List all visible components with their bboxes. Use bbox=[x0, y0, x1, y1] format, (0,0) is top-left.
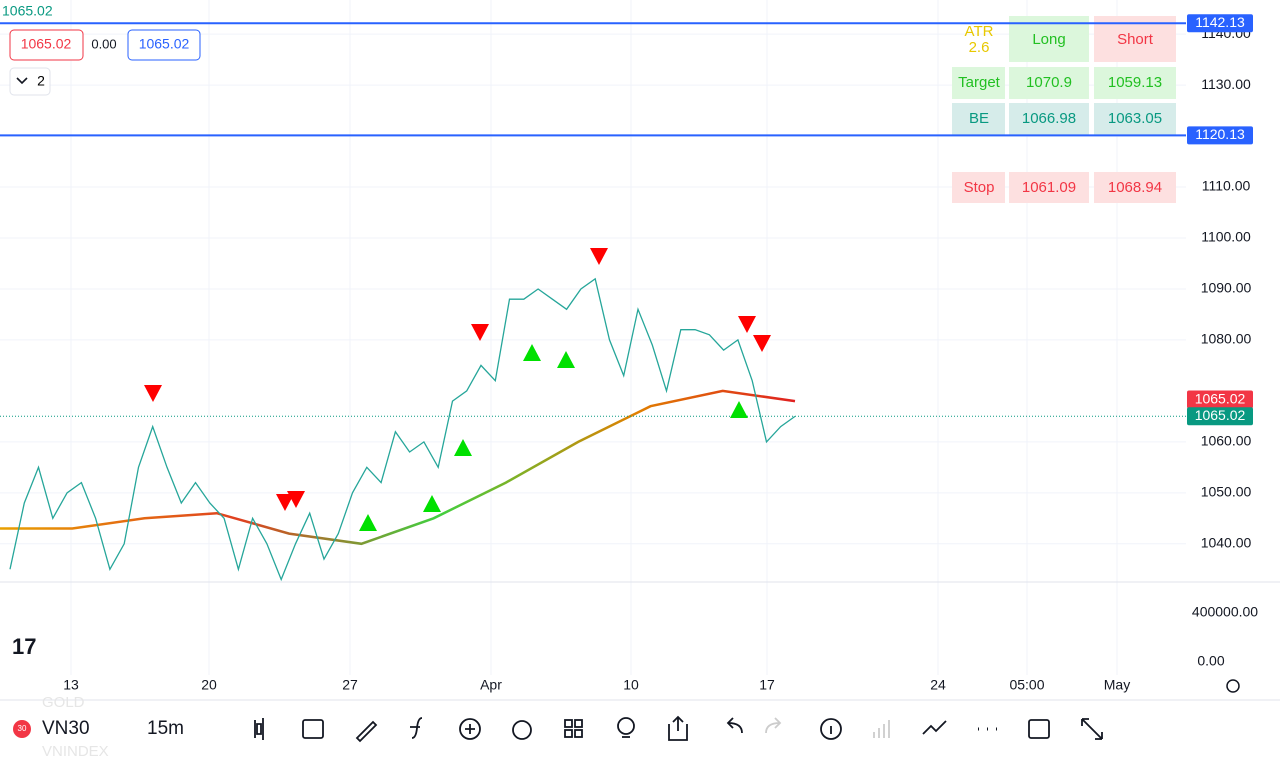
table-cell: 1063.05 bbox=[1108, 110, 1162, 127]
moving-average bbox=[0, 389, 796, 546]
x-tick-label: May bbox=[1104, 677, 1130, 693]
table-cell: 1070.9 bbox=[1026, 74, 1072, 91]
layers-toggle[interactable] bbox=[9, 67, 51, 96]
tv-logo: 17 bbox=[12, 634, 36, 659]
y-tick-label: 1050.00 bbox=[1201, 484, 1252, 500]
table-cell: 1068.94 bbox=[1108, 179, 1162, 196]
y-tick-label: 1130.00 bbox=[1201, 76, 1251, 92]
ghost-symbol: GOLD bbox=[42, 694, 85, 711]
x-tick-label: 05:00 bbox=[1009, 677, 1044, 693]
table-cell: 1061.09 bbox=[1022, 179, 1076, 196]
y-tick-label: 1040.00 bbox=[1201, 534, 1252, 550]
chevron bbox=[16, 77, 28, 85]
ask-box[interactable] bbox=[127, 29, 201, 61]
volume-tick: 0.00 bbox=[1197, 653, 1224, 669]
badge-text: 30 bbox=[18, 724, 27, 733]
volume-tick: 400000.00 bbox=[1192, 604, 1258, 620]
current-price-tag bbox=[1187, 407, 1253, 426]
x-tick-label: 20 bbox=[201, 677, 217, 693]
short: Short bbox=[1117, 31, 1154, 48]
ma-price-label: 1065.02 bbox=[1195, 390, 1246, 406]
table-cell: 1059.13 bbox=[1108, 74, 1162, 91]
atr-label: ATR bbox=[965, 23, 994, 40]
settings-icon[interactable] bbox=[1226, 679, 1240, 693]
toolbar-icons[interactable] bbox=[254, 715, 1103, 743]
interval[interactable]: 15m bbox=[147, 718, 184, 739]
level-label: 1142.13 bbox=[1195, 14, 1245, 30]
x-tick-label: 27 bbox=[342, 677, 358, 693]
signals bbox=[144, 248, 771, 531]
x-tick-label: 17 bbox=[759, 677, 775, 693]
symbol[interactable]: VN30 bbox=[42, 718, 90, 739]
info-table: ATR 2.6 Long Short Target 1070.9 1059.13 BE… bbox=[952, 16, 1176, 203]
badge bbox=[13, 720, 31, 738]
bid-box[interactable] bbox=[9, 29, 84, 61]
spread: 0.00 bbox=[91, 36, 116, 51]
y-tick-label: 1100.00 bbox=[1201, 229, 1251, 245]
last-price: 1065.02 bbox=[2, 3, 53, 19]
table-cell: Stop bbox=[964, 179, 995, 196]
y-tick-label: 1060.00 bbox=[1201, 433, 1252, 449]
ma-price-tag bbox=[1187, 390, 1253, 409]
y-tick-label: 1080.00 bbox=[1201, 331, 1252, 347]
y-tick-label: 1110.00 bbox=[1202, 178, 1251, 194]
level-tag bbox=[1187, 14, 1253, 33]
level-label: 1120.13 bbox=[1195, 126, 1245, 142]
price-line bbox=[9, 277, 796, 582]
x-tick-label: Apr bbox=[480, 677, 502, 693]
table-cell: Target bbox=[958, 74, 1001, 91]
ghost-symbol: VNINDEX bbox=[42, 743, 109, 757]
long: Long bbox=[1032, 31, 1065, 48]
level-tag bbox=[1187, 126, 1253, 145]
layers[interactable]: 2 bbox=[37, 73, 45, 89]
plot bbox=[0, 277, 1186, 582]
grid bbox=[0, 0, 1186, 675]
current-price-label: 1065.02 bbox=[1195, 407, 1246, 423]
y-tick-label: 1090.00 bbox=[1201, 280, 1252, 296]
x-tick-label: 24 bbox=[930, 677, 946, 693]
table-cell: BE bbox=[969, 110, 989, 127]
ask[interactable]: 1065.02 bbox=[139, 36, 190, 52]
x-tick-label: 10 bbox=[623, 677, 639, 693]
table-cell: 1066.98 bbox=[1022, 110, 1076, 127]
atr: 2.6 bbox=[969, 39, 990, 56]
x-tick-label: 13 bbox=[63, 677, 79, 693]
bid[interactable]: 1065.02 bbox=[21, 36, 72, 52]
